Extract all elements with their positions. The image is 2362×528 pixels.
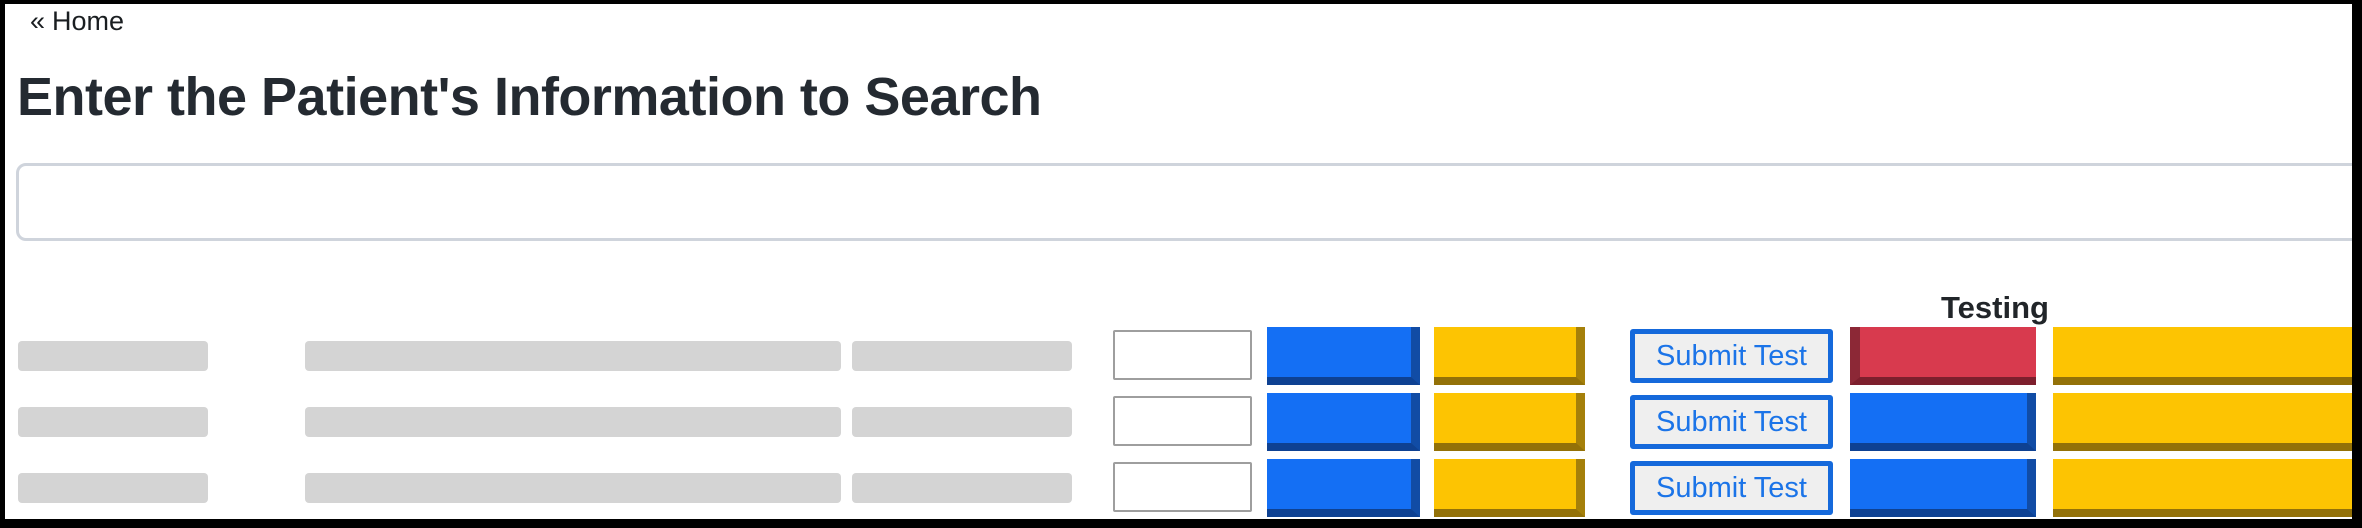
submit-test-button[interactable]: Submit Test [1630,395,1833,449]
submit-test-button[interactable]: Submit Test [1630,329,1833,383]
placeholder-bar [852,341,1072,371]
yellow-action-button[interactable] [1434,327,1585,385]
back-link[interactable]: «Home [30,6,124,37]
placeholder-bar [305,473,841,503]
back-chevron-icon: « [30,6,46,36]
testing-status-button[interactable] [1850,459,2036,517]
placeholder-bar [18,341,208,371]
blue-action-button[interactable] [1267,459,1420,517]
table-row: Submit Test [5,459,2352,517]
yellow-status-bar[interactable] [2053,459,2352,517]
placeholder-bar [305,341,841,371]
row-text-input[interactable] [1113,462,1252,512]
blue-action-button[interactable] [1267,327,1420,385]
table-row: Submit Test [5,327,2352,385]
blue-action-button[interactable] [1267,393,1420,451]
testing-status-button[interactable] [1850,393,2036,451]
testing-column-header: Testing [1941,290,2049,325]
placeholder-bar [18,473,208,503]
table-row: Submit Test [5,393,2352,451]
row-text-input[interactable] [1113,330,1252,380]
page-title: Enter the Patient's Information to Searc… [17,67,1042,127]
yellow-action-button[interactable] [1434,393,1585,451]
yellow-action-button[interactable] [1434,459,1585,517]
patient-search-input[interactable] [16,163,2352,241]
testing-status-button[interactable] [1850,327,2036,385]
yellow-status-bar[interactable] [2053,393,2352,451]
placeholder-bar [852,407,1072,437]
placeholder-bar [852,473,1072,503]
submit-test-button[interactable]: Submit Test [1630,461,1833,515]
row-text-input[interactable] [1113,396,1252,446]
yellow-status-bar[interactable] [2053,327,2352,385]
placeholder-bar [305,407,841,437]
placeholder-bar [18,407,208,437]
back-link-label: Home [52,6,125,36]
